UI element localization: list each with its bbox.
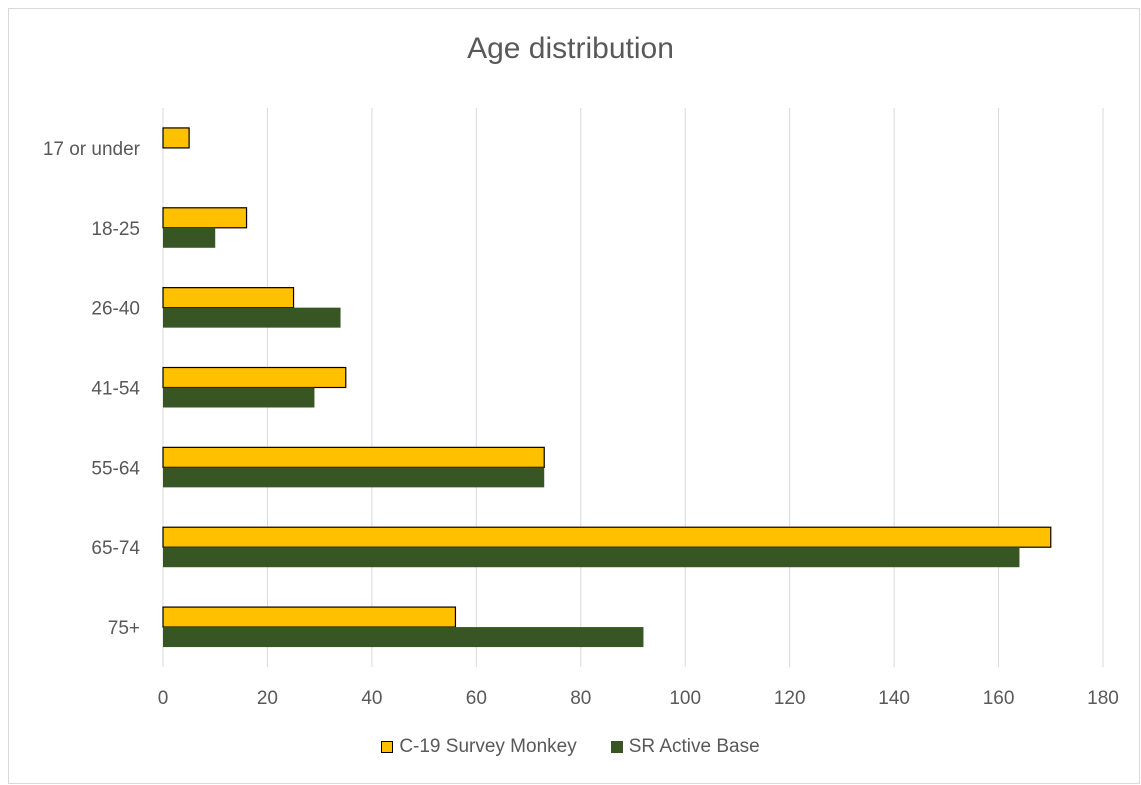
legend-label-sr-active-base: SR Active Base [628,736,760,757]
bars [162,127,1052,648]
bar-c-19-survey-monkey-55-64 [162,446,545,468]
bar-c-19-survey-monkey-18-25 [162,207,248,229]
category-label-17-or-under: 17 or under [43,139,141,160]
bar-c-19-survey-monkey-41-54 [162,366,347,389]
legend-label-c19-survey-monkey: C-19 Survey Monkey [399,736,577,757]
bar-c-19-survey-monkey-75 [162,606,457,628]
legend-item-sr-active-base: SR Active Base [610,736,760,758]
x-tick-label-9: 180 [1087,688,1119,709]
bar-c-19-survey-monkey-17-or-under [162,127,190,149]
category-labels: 17 or under 18-25 26-40 41-54 55-64 65-74 75+ [43,139,141,639]
category-label-26-40: 26-40 [91,299,140,320]
chart-title: Age distribution [467,32,674,65]
gridlines [162,108,1104,667]
bar-sr-active-base-55-64 [163,467,545,488]
category-label-55-64: 55-64 [91,458,140,479]
x-tick-label-0: 0 [158,688,169,709]
x-tick-label-7: 140 [878,688,910,709]
bar-sr-active-base-65-74 [163,547,1020,568]
x-tick-label-5: 100 [669,688,701,709]
legend: C-19 Survey Monkey SR Active Base [0,736,1141,758]
bar-c-19-survey-monkey-26-40 [162,287,295,309]
bar-sr-active-base-75 [163,627,644,648]
x-tick-label-1: 20 [257,688,278,709]
bar-sr-active-base-18-25 [163,227,216,248]
bar-sr-active-base-41-54 [163,387,315,408]
x-tick-labels: 0 20 40 60 80 100 120 140 160 180 [158,688,1119,709]
category-label-41-54: 41-54 [91,379,140,400]
x-tick-label-8: 160 [983,688,1015,709]
legend-item-c19-survey-monkey: C-19 Survey Monkey [381,736,577,758]
bar-sr-active-base-26-40 [163,307,341,328]
x-tick-label-2: 40 [361,688,382,709]
x-tick-label-3: 60 [466,688,487,709]
x-tick-label-4: 80 [570,688,591,709]
bar-c-19-survey-monkey-65-74 [162,526,1052,548]
category-label-65-74: 65-74 [91,538,140,559]
legend-swatch-c19-survey-monkey [381,741,394,753]
category-label-75: 75+ [108,618,140,639]
x-tick-label-6: 120 [774,688,806,709]
legend-swatch-sr-active-base [610,741,623,753]
category-label-18-25: 18-25 [91,219,140,240]
